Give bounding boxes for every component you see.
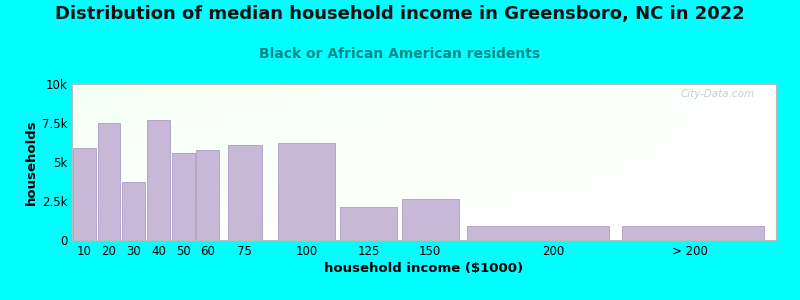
- Bar: [122, 182, 145, 240]
- Y-axis label: households: households: [25, 119, 38, 205]
- Bar: [622, 226, 764, 240]
- Bar: [340, 207, 397, 240]
- Bar: [197, 149, 219, 240]
- Bar: [228, 145, 262, 240]
- Bar: [402, 200, 458, 240]
- Bar: [73, 148, 96, 240]
- Text: City-Data.com: City-Data.com: [681, 89, 755, 99]
- Bar: [147, 120, 170, 240]
- X-axis label: household income ($1000): household income ($1000): [325, 262, 523, 275]
- Text: Distribution of median household income in Greensboro, NC in 2022: Distribution of median household income …: [55, 4, 745, 22]
- Bar: [278, 143, 335, 240]
- Bar: [98, 123, 121, 240]
- Bar: [172, 153, 194, 240]
- Text: Black or African American residents: Black or African American residents: [259, 46, 541, 61]
- Bar: [467, 226, 610, 240]
